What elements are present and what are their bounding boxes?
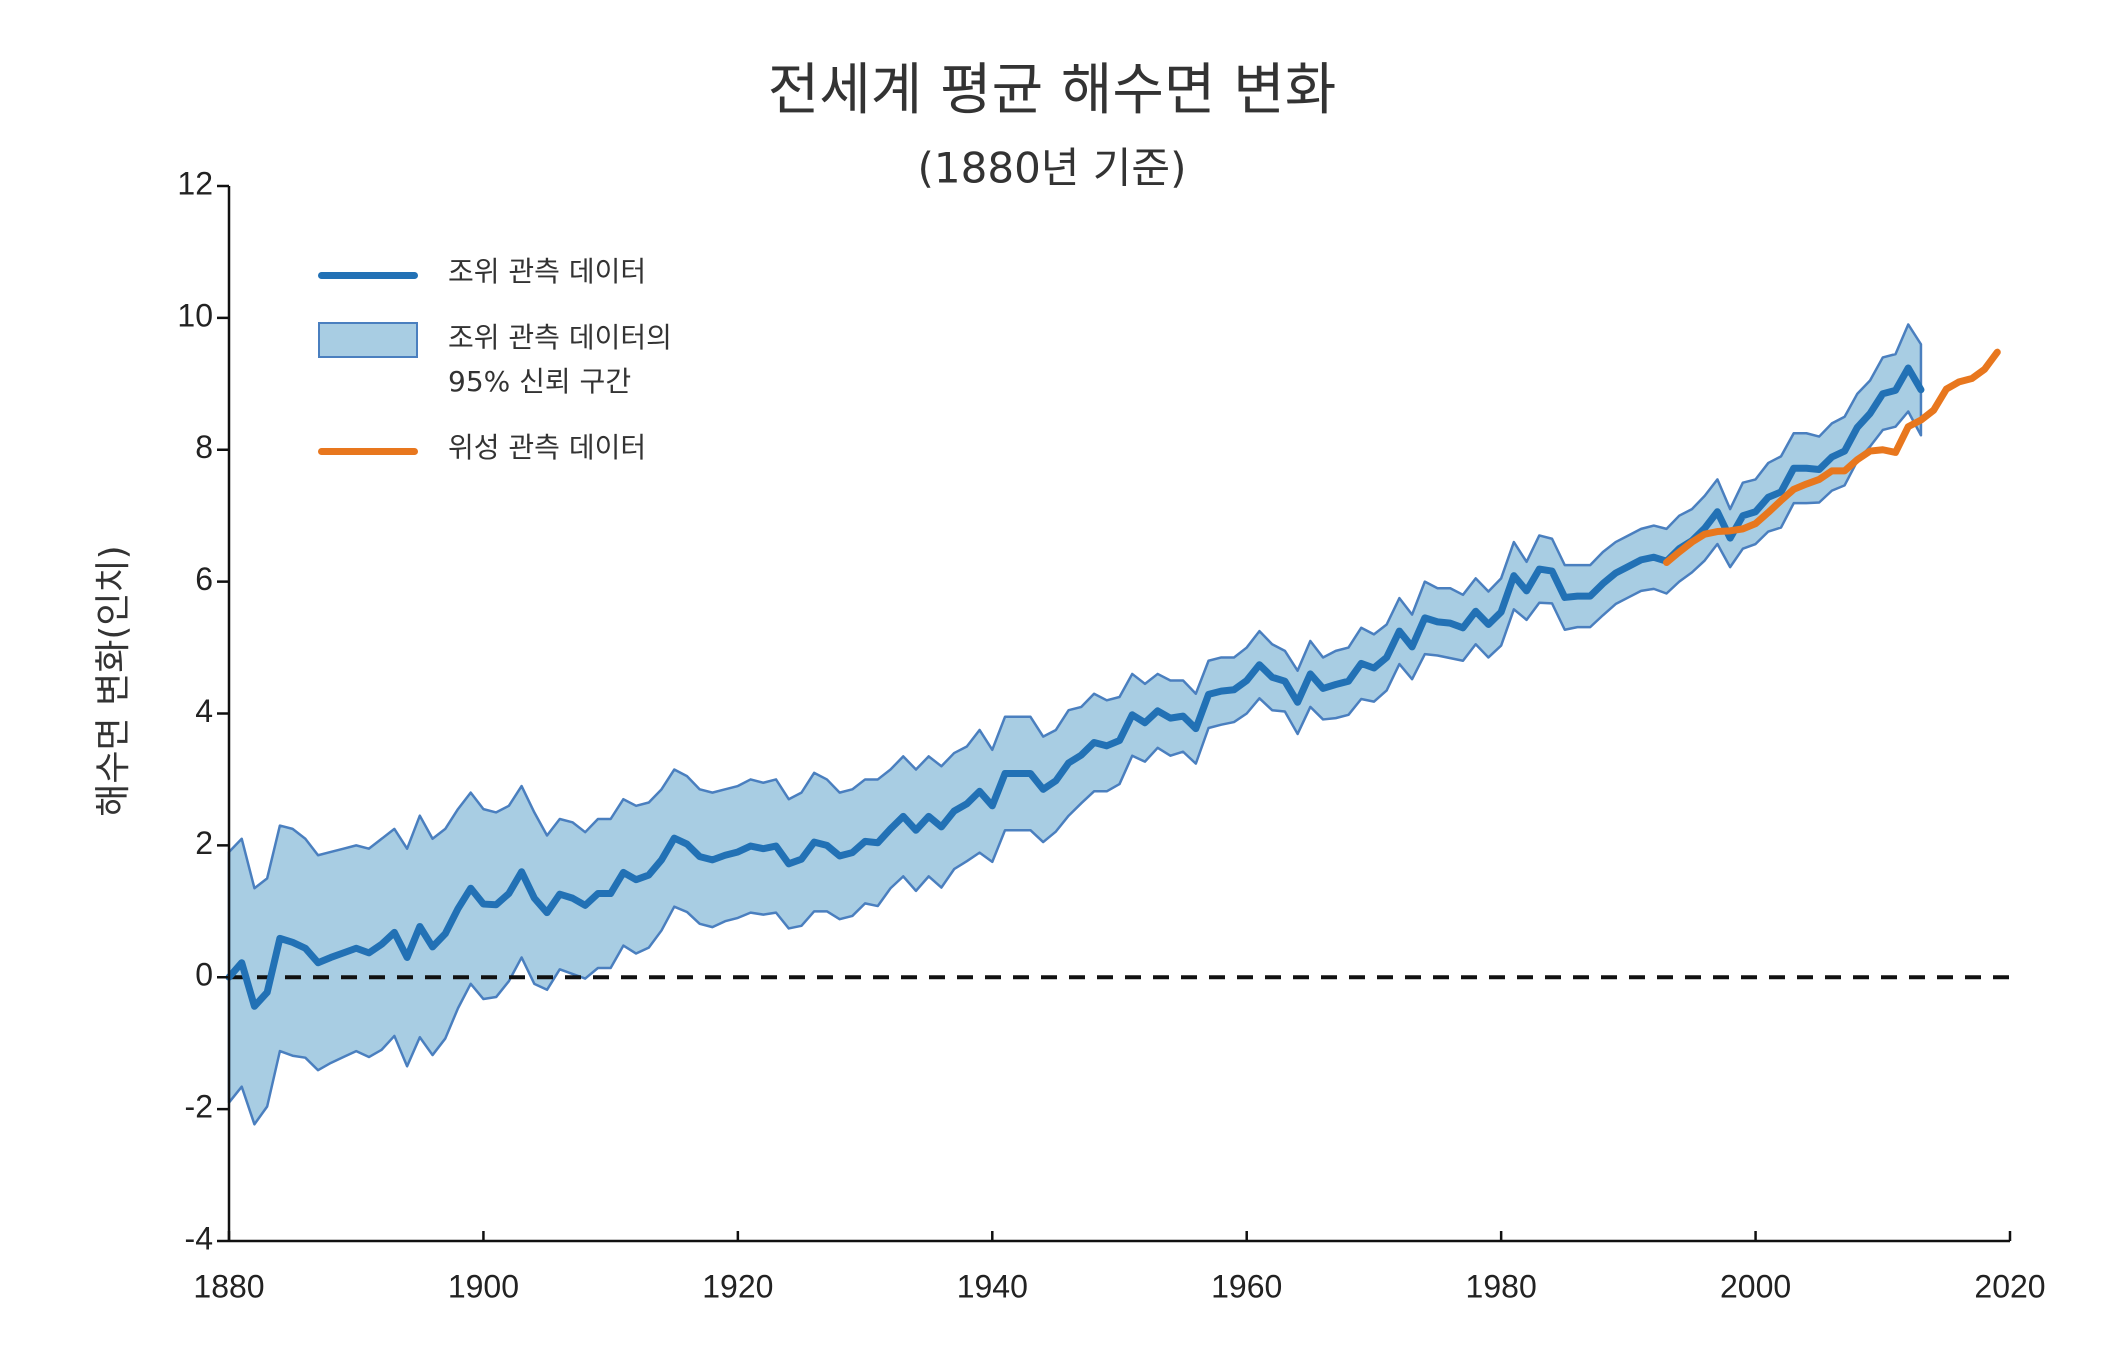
confidence-band [227,323,1923,1126]
legend-item: 조위 관측 데이터 [318,250,672,294]
chart-title: 전세계 평균 해수면 변화 [768,58,1337,123]
x-tick-label: 1980 [1466,1268,1537,1304]
legend-item: 조위 관측 데이터의 95% 신뢰 구간 [318,316,672,404]
legend-item: 위성 관측 데이터 [318,426,672,470]
y-axis-label: 해수면 변화(인치) [93,545,134,816]
x-tick-label: 1940 [957,1268,1028,1304]
legend-label: 조위 관측 데이터의 95% 신뢰 구간 [448,321,672,398]
x-tick-label: 1880 [193,1268,264,1304]
y-tick-label: -4 [185,1220,213,1256]
y-tick-label: 12 [177,165,213,201]
data-line [225,364,1925,1010]
y-tick-label: 8 [195,429,213,465]
legend-key [318,272,418,279]
data-line [1663,348,2001,567]
y-tick-label: -2 [185,1089,213,1125]
y-tick-label: 0 [195,957,213,993]
x-tick-label: 1920 [702,1268,773,1304]
x-tick-label: 2000 [1720,1268,1791,1304]
legend-label: 위성 관측 데이터 [448,431,647,464]
chart-subtitle: (1880년 기준) [918,144,1187,193]
y-tick-label: 6 [195,561,213,597]
y-tick-label: 10 [177,297,213,333]
x-tick-label: 1900 [448,1268,519,1304]
legend-key [318,448,418,455]
x-tick-label: 2020 [1974,1268,2045,1304]
legend-label: 조위 관측 데이터 [448,255,647,288]
y-tick-label: 4 [195,693,213,729]
x-tick-label: 1960 [1211,1268,1282,1304]
y-tick-label: 2 [195,825,213,861]
legend-key [318,322,418,358]
